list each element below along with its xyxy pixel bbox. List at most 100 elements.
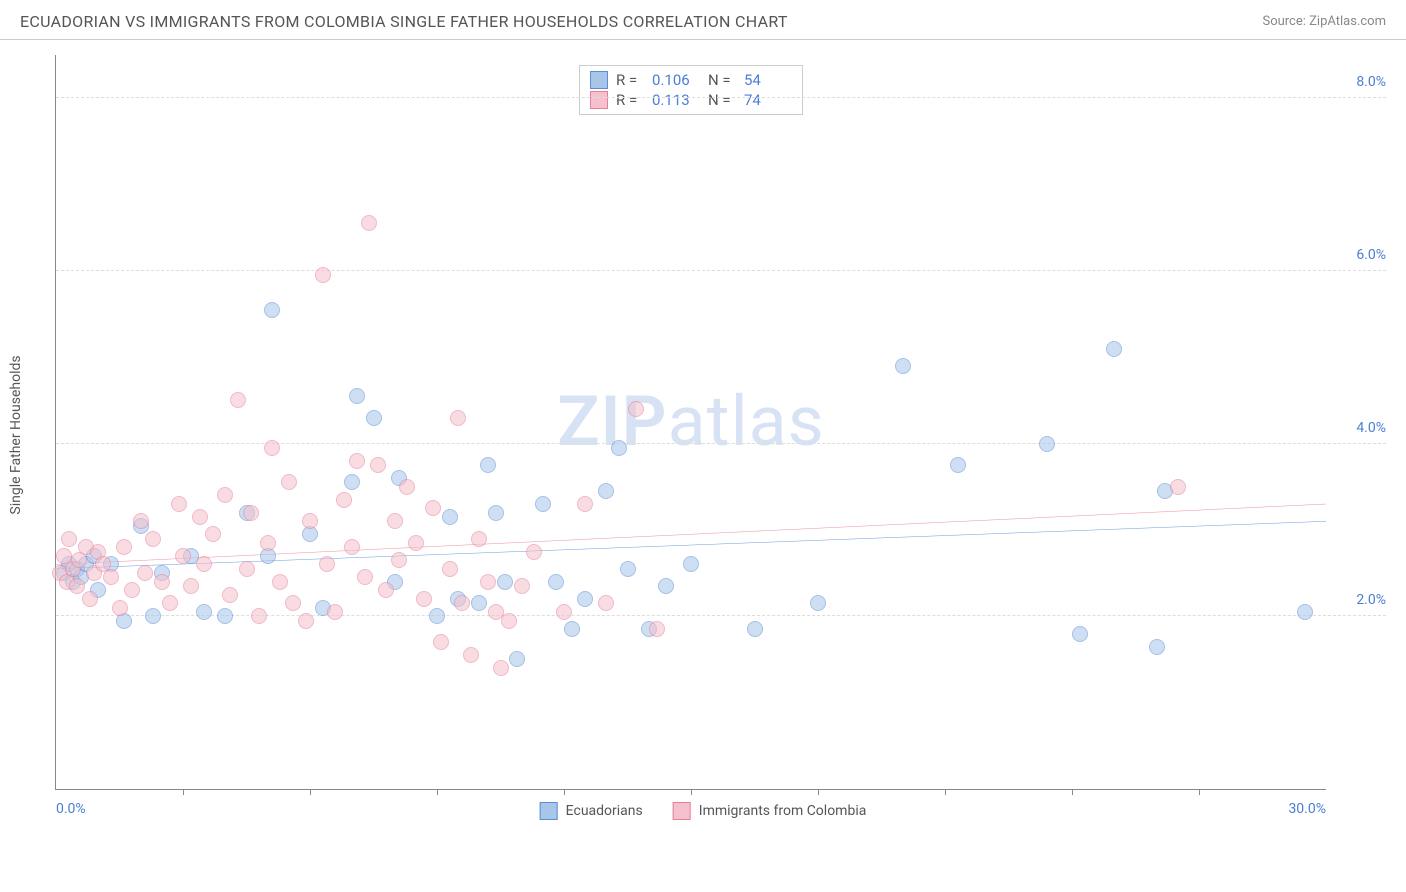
data-point	[564, 621, 580, 637]
data-point	[425, 500, 441, 516]
data-point	[408, 535, 424, 551]
r-label: R =	[616, 71, 644, 89]
x-tick-mark	[945, 789, 946, 795]
data-point	[442, 561, 458, 577]
data-point	[488, 505, 504, 521]
data-point	[366, 410, 382, 426]
data-point	[69, 578, 85, 594]
data-point	[895, 358, 911, 374]
data-point	[463, 647, 479, 663]
data-point	[357, 569, 373, 585]
x-tick-mark	[818, 789, 819, 795]
data-point	[319, 556, 335, 572]
data-point	[1149, 639, 1165, 655]
data-point	[598, 483, 614, 499]
data-point	[298, 613, 314, 629]
chart-source: Source: ZipAtlas.com	[1262, 14, 1386, 29]
data-point	[315, 267, 331, 283]
data-point	[239, 561, 255, 577]
legend-item: Ecuadorians	[540, 802, 643, 820]
data-point	[391, 552, 407, 568]
data-point	[378, 582, 394, 598]
data-point	[454, 595, 470, 611]
data-point	[162, 595, 178, 611]
watermark: ZIPatlas	[557, 381, 825, 463]
data-point	[327, 604, 343, 620]
legend-item: Immigrants from Colombia	[673, 802, 867, 820]
data-point	[281, 474, 297, 490]
plot-area: ZIPatlas R =0.106N =54R =0.113N =74 2.0%…	[55, 55, 1326, 790]
data-point	[344, 474, 360, 490]
x-tick-mark	[310, 789, 311, 795]
data-point	[649, 621, 665, 637]
gridline	[56, 443, 1386, 444]
data-point	[196, 556, 212, 572]
data-point	[192, 509, 208, 525]
data-point	[243, 505, 259, 521]
r-value: 0.106	[652, 71, 700, 89]
data-point	[628, 401, 644, 417]
data-point	[217, 487, 233, 503]
data-point	[387, 513, 403, 529]
data-point	[264, 440, 280, 456]
data-point	[61, 531, 77, 547]
data-point	[471, 595, 487, 611]
n-value: 74	[744, 91, 792, 109]
data-point	[429, 608, 445, 624]
data-point	[1106, 341, 1122, 357]
data-point	[361, 215, 377, 231]
n-value: 54	[744, 71, 792, 89]
data-point	[82, 591, 98, 607]
chart-title: ECUADORIAN VS IMMIGRANTS FROM COLOMBIA S…	[20, 12, 788, 31]
data-point	[950, 457, 966, 473]
y-tick-label: 2.0%	[1356, 592, 1386, 608]
data-point	[497, 574, 513, 590]
data-point	[171, 496, 187, 512]
data-point	[1170, 479, 1186, 495]
data-point	[175, 548, 191, 564]
data-point	[285, 595, 301, 611]
data-point	[183, 578, 199, 594]
data-point	[471, 531, 487, 547]
data-point	[1039, 436, 1055, 452]
data-point	[137, 565, 153, 581]
data-point	[598, 595, 614, 611]
data-point	[124, 582, 140, 598]
data-point	[433, 634, 449, 650]
data-point	[450, 410, 466, 426]
legend-label: Ecuadorians	[566, 803, 643, 819]
y-axis-label: Single Father Households	[8, 355, 24, 514]
x-tick-mark	[564, 789, 565, 795]
data-point	[103, 569, 119, 585]
data-point	[577, 496, 593, 512]
data-point	[548, 574, 564, 590]
correlation-legend: R =0.106N =54R =0.113N =74	[579, 65, 803, 115]
gridline	[56, 97, 1386, 98]
data-point	[480, 574, 496, 590]
data-point	[747, 621, 763, 637]
data-point	[264, 302, 280, 318]
data-point	[535, 496, 551, 512]
data-point	[480, 457, 496, 473]
data-point	[205, 526, 221, 542]
chart-header: ECUADORIAN VS IMMIGRANTS FROM COLOMBIA S…	[0, 0, 1406, 40]
data-point	[509, 651, 525, 667]
data-point	[611, 440, 627, 456]
data-point	[336, 492, 352, 508]
x-tick-label: 30.0%	[1288, 801, 1326, 817]
n-label: N =	[708, 91, 736, 109]
data-point	[810, 595, 826, 611]
data-point	[217, 608, 233, 624]
data-point	[442, 509, 458, 525]
data-point	[302, 513, 318, 529]
data-point	[272, 574, 288, 590]
x-tick-label: 0.0%	[56, 801, 86, 817]
legend-swatch	[590, 71, 608, 89]
data-point	[133, 513, 149, 529]
data-point	[116, 539, 132, 555]
correlation-row: R =0.106N =54	[590, 70, 792, 90]
data-point	[514, 578, 530, 594]
x-tick-mark	[1072, 789, 1073, 795]
data-point	[1297, 604, 1313, 620]
legend-swatch	[590, 91, 608, 109]
